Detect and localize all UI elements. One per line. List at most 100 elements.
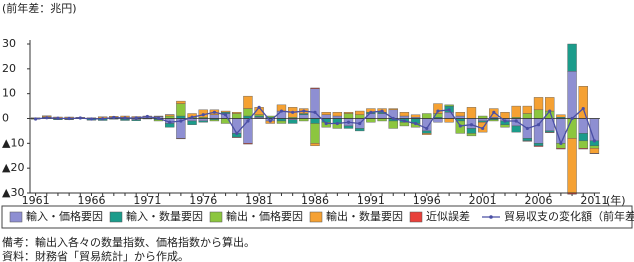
bar-segment bbox=[556, 118, 566, 144]
legend-label: 輸出・数量要因 bbox=[326, 209, 403, 223]
bar-segment bbox=[533, 118, 544, 144]
bar-segment bbox=[422, 130, 432, 134]
bar-segment bbox=[567, 138, 577, 194]
bar-segment bbox=[310, 143, 320, 147]
line-point bbox=[168, 120, 172, 124]
y-tick-label: ▲30 bbox=[2, 186, 24, 199]
bar-segment bbox=[310, 118, 320, 124]
line-point bbox=[257, 105, 261, 109]
bar-segment bbox=[243, 143, 253, 145]
line-point bbox=[358, 121, 362, 126]
bar-segment bbox=[545, 97, 555, 112]
note: 資料：財務省「貿易統計」から作成。 bbox=[2, 249, 189, 262]
bar-segment bbox=[209, 114, 220, 119]
bar-segment bbox=[388, 120, 398, 129]
bar-segment bbox=[522, 113, 533, 119]
bar-segment bbox=[232, 112, 242, 114]
bar-segment bbox=[232, 113, 242, 119]
line-point bbox=[413, 121, 418, 126]
bar-segment bbox=[332, 112, 343, 117]
bar-segment bbox=[511, 125, 521, 133]
x-tick-label: 1996 bbox=[413, 194, 441, 207]
bar-segment bbox=[131, 119, 141, 121]
bar-segment bbox=[578, 118, 588, 134]
line-point bbox=[570, 116, 574, 121]
bar-segment bbox=[243, 108, 253, 117]
line-point bbox=[436, 109, 440, 113]
bar-segment bbox=[578, 86, 588, 119]
line-point bbox=[56, 116, 60, 120]
bar-segment bbox=[343, 112, 354, 114]
line-point bbox=[536, 123, 541, 127]
line-point bbox=[559, 141, 563, 145]
line-point bbox=[145, 114, 149, 119]
y-tick-label: ▲10 bbox=[2, 136, 24, 149]
legend-swatch bbox=[9, 211, 23, 223]
bar-segment bbox=[533, 143, 544, 147]
x-tick-label: 1961 bbox=[22, 194, 50, 207]
bar-segment bbox=[388, 108, 398, 111]
line-point bbox=[469, 123, 474, 127]
bar-segment bbox=[578, 148, 588, 150]
bar-segment bbox=[377, 113, 387, 119]
bar-segment bbox=[466, 128, 477, 134]
legend-box bbox=[1, 205, 633, 229]
line-point bbox=[369, 110, 373, 114]
bar-segment bbox=[455, 112, 465, 117]
line-point bbox=[279, 109, 284, 113]
legend-swatch bbox=[109, 211, 123, 223]
x-tick-label: 1971 bbox=[133, 194, 161, 207]
bar-segment bbox=[567, 43, 577, 72]
bar-segment bbox=[444, 118, 454, 123]
bar-segment bbox=[232, 118, 242, 134]
legend-label: 輸出・価格要因 bbox=[226, 209, 303, 223]
bar-segment bbox=[589, 148, 600, 154]
line-point bbox=[525, 126, 529, 131]
line-point bbox=[268, 119, 272, 123]
bar-segment bbox=[310, 87, 320, 89]
bar-segment bbox=[399, 112, 410, 117]
bar-segment bbox=[209, 119, 220, 122]
bar-segment bbox=[500, 124, 510, 128]
line-point bbox=[33, 117, 38, 121]
line-point bbox=[134, 116, 138, 120]
x-axis-label: (年) bbox=[606, 193, 626, 207]
bar-segment bbox=[466, 107, 477, 119]
note: 備考：輸出入各々の数量指数、価格指数から算出。 bbox=[2, 235, 255, 249]
line-point bbox=[201, 113, 205, 117]
x-tick-label: 1986 bbox=[301, 194, 329, 207]
legend-label: 貿易収支の変化額（前年差） bbox=[504, 209, 634, 223]
bar-segment bbox=[489, 119, 499, 122]
bar-segment bbox=[533, 109, 544, 119]
x-tick-label: 2011 bbox=[580, 194, 608, 207]
bar-segment bbox=[533, 145, 544, 147]
line-point bbox=[179, 119, 183, 123]
bar-segment bbox=[399, 122, 410, 127]
bar-segment bbox=[578, 140, 588, 149]
bar-segment bbox=[176, 100, 186, 104]
line-point bbox=[313, 110, 317, 114]
x-tick-label: 1966 bbox=[77, 194, 105, 207]
bar-segment bbox=[522, 138, 533, 142]
y-tick-label: 30 bbox=[2, 37, 16, 50]
bar-segment bbox=[287, 119, 298, 124]
bar-segment bbox=[310, 88, 320, 119]
line-point bbox=[346, 120, 351, 124]
bar-segment bbox=[511, 105, 521, 118]
bar-segment bbox=[366, 118, 376, 123]
line-point bbox=[548, 109, 552, 113]
line-point bbox=[67, 116, 71, 121]
bar-segment bbox=[556, 114, 566, 118]
bar-segment bbox=[355, 114, 365, 119]
bar-segment bbox=[165, 123, 175, 128]
line-point bbox=[101, 117, 105, 121]
x-tick-label: 1991 bbox=[357, 194, 385, 207]
line-point bbox=[190, 115, 194, 119]
legend-swatch bbox=[409, 211, 423, 223]
line-point bbox=[425, 126, 429, 131]
line-point bbox=[78, 116, 82, 120]
bar-segment bbox=[433, 118, 443, 123]
line-point bbox=[223, 113, 228, 117]
legend-label: 輸入・数量要因 bbox=[126, 209, 203, 223]
